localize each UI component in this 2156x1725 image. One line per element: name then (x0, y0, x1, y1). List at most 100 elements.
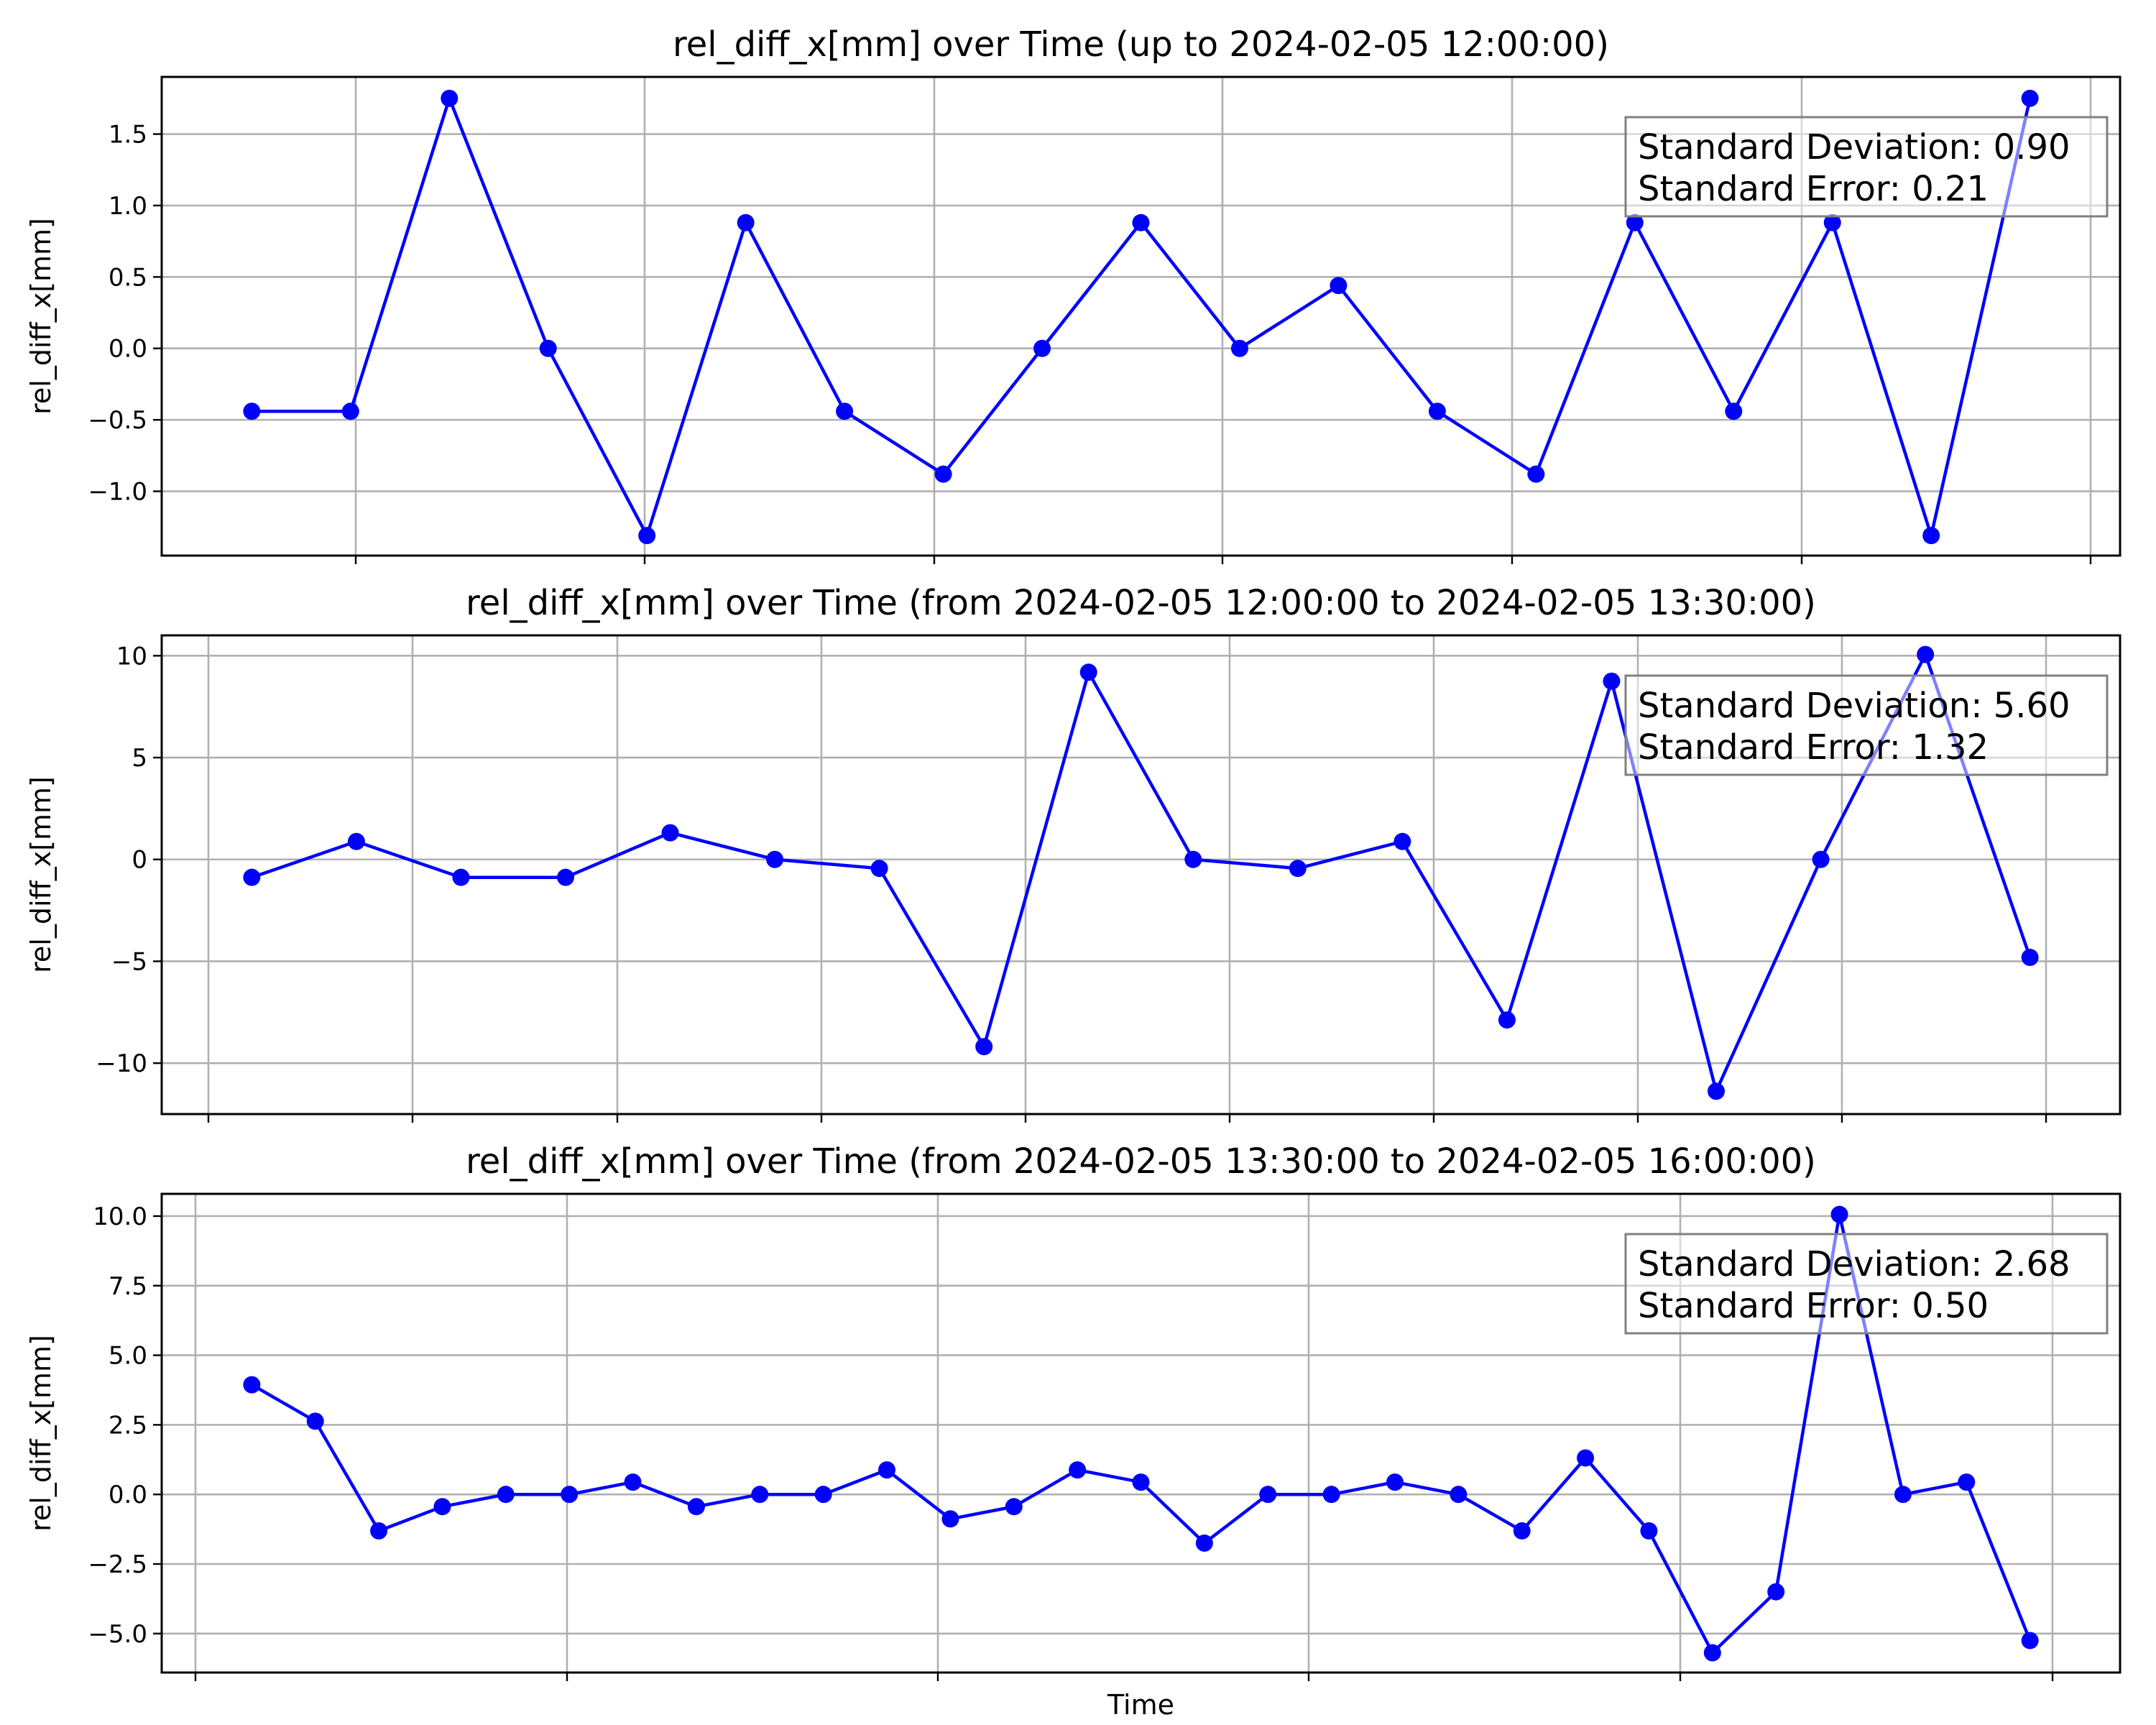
data-point (941, 1510, 959, 1528)
standard-deviation-label: Standard Deviation: 5.60 (1638, 686, 2070, 726)
data-point (243, 1376, 261, 1394)
data-point (878, 1461, 896, 1479)
y-tick-label: 1.0 (109, 192, 147, 221)
data-point (1725, 402, 1743, 420)
data-point (1033, 339, 1051, 357)
data-point (737, 213, 755, 231)
data-point (1450, 1486, 1468, 1504)
data-point (1527, 465, 1545, 483)
data-point (1184, 850, 1202, 868)
data-point (441, 89, 459, 107)
data-point (975, 1038, 993, 1056)
data-point (1640, 1522, 1658, 1540)
data-point (1259, 1486, 1277, 1504)
subplot-3: rel_diff_x[mm] over Time (from 2024-02-0… (25, 1141, 2122, 1721)
stats-box-frame (1624, 1233, 2109, 1335)
y-tick-label: 10 (116, 642, 147, 671)
data-point (661, 824, 679, 842)
data-point (934, 465, 952, 483)
data-point (814, 1486, 832, 1504)
data-point (1289, 860, 1307, 878)
data-point (1498, 1011, 1516, 1029)
data-point (1079, 663, 1097, 681)
subplot-1: rel_diff_x[mm] over Time (up to 2024-02-… (25, 24, 2122, 564)
y-axis-label: rel_diff_x[mm] (25, 218, 57, 415)
y-tick-label: 0.0 (109, 335, 147, 364)
data-point (341, 402, 359, 420)
data-point (1603, 672, 1621, 690)
data-point (1703, 1644, 1721, 1662)
standard-deviation-label: Standard Deviation: 0.90 (1638, 127, 2070, 167)
data-point (1830, 1205, 1848, 1223)
data-point (1132, 1473, 1150, 1491)
data-point (1069, 1461, 1087, 1479)
standard-error-label: Standard Error: 0.50 (1638, 1286, 1989, 1326)
data-point (452, 868, 470, 886)
data-point (1812, 850, 1830, 868)
data-point (1428, 402, 1446, 420)
y-tick-label: −5.0 (88, 1620, 147, 1649)
y-tick-label: 10.0 (93, 1202, 147, 1231)
y-tick-label: 2.5 (109, 1411, 147, 1440)
axes-frame (160, 1192, 2122, 1674)
data-point (751, 1486, 769, 1504)
standard-error-label: Standard Error: 0.21 (1638, 169, 1989, 209)
data-point (1823, 213, 1841, 231)
subplot-title: rel_diff_x[mm] over Time (from 2024-02-0… (466, 583, 1816, 623)
stats-box-frame (1624, 116, 2109, 218)
data-point (1386, 1473, 1404, 1491)
data-point (497, 1486, 515, 1504)
data-point (638, 527, 656, 545)
standard-deviation-label: Standard Deviation: 2.68 (1638, 1244, 2070, 1284)
axes-frame (160, 634, 2122, 1116)
data-point (433, 1498, 451, 1516)
data-point (370, 1522, 388, 1540)
series-markers (243, 89, 2039, 545)
data-point (1330, 277, 1348, 295)
data-point (1626, 213, 1644, 231)
x-axis-label: Time (1107, 1689, 1174, 1721)
data-point (687, 1498, 705, 1516)
data-point (1917, 645, 1935, 663)
y-tick-label: 0.5 (109, 263, 147, 292)
y-tick-label: −2.5 (88, 1550, 147, 1579)
subplot-title: rel_diff_x[mm] over Time (up to 2024-02-… (673, 24, 1609, 65)
axes-frame (160, 75, 2122, 557)
y-tick-label: −1.0 (88, 478, 147, 507)
data-point (836, 402, 854, 420)
data-point (1767, 1583, 1785, 1601)
y-axis-label: rel_diff_x[mm] (25, 1335, 57, 1532)
series-markers (243, 645, 2039, 1100)
data-point (1708, 1082, 1726, 1100)
y-tick-label: −5 (111, 947, 147, 976)
stats-box-frame (1624, 674, 2109, 776)
y-tick-label: 0 (132, 846, 147, 875)
data-point (1577, 1449, 1595, 1467)
data-point (1322, 1486, 1340, 1504)
data-point (243, 402, 261, 420)
series-line (251, 653, 2032, 1093)
data-point (1958, 1473, 1976, 1491)
data-point (243, 868, 261, 886)
data-point (1513, 1522, 1531, 1540)
y-tick-label: −10 (96, 1049, 147, 1078)
y-axis-label: rel_diff_x[mm] (25, 776, 57, 973)
series-markers (243, 1205, 2039, 1662)
y-tick-label: 1.5 (109, 121, 147, 150)
data-point (306, 1412, 324, 1430)
data-point (1393, 832, 1411, 850)
data-point (1132, 213, 1150, 231)
data-point (1894, 1486, 1912, 1504)
y-tick-label: 5 (132, 744, 147, 773)
subplot-title: rel_diff_x[mm] over Time (from 2024-02-0… (466, 1141, 1816, 1182)
data-point (561, 1486, 579, 1504)
data-point (2021, 89, 2039, 107)
data-point (556, 868, 574, 886)
data-point (347, 832, 365, 850)
y-tick-label: 7.5 (109, 1272, 147, 1301)
subplot-2: rel_diff_x[mm] over Time (from 2024-02-0… (25, 583, 2122, 1123)
grid-lines (162, 1194, 2120, 1681)
